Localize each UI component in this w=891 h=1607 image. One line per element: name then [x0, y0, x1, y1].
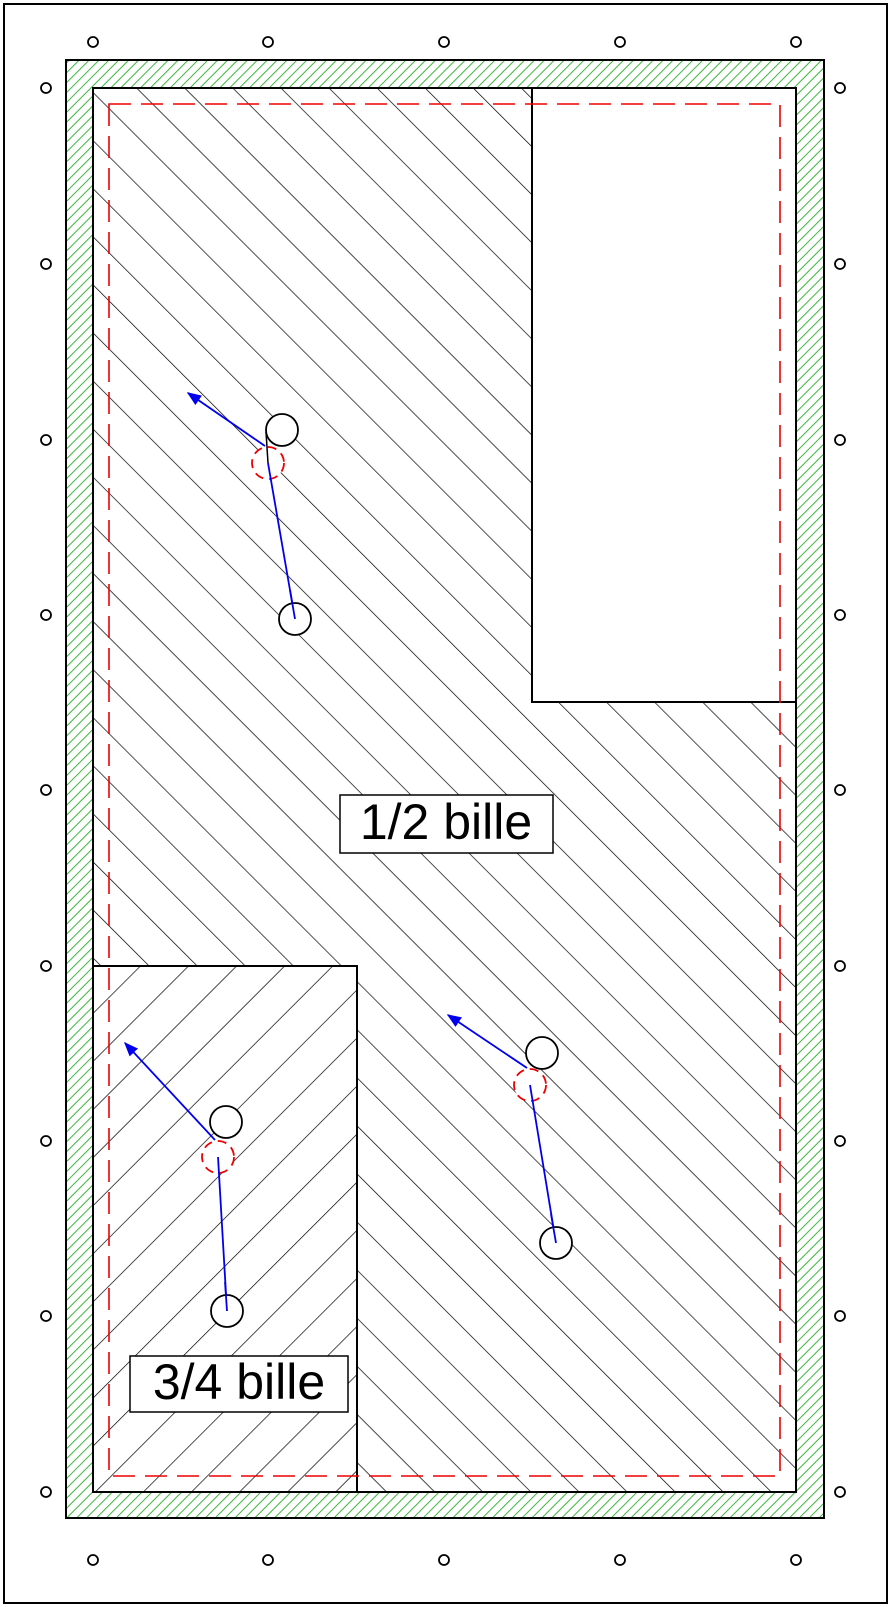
ball-center-limit	[108, 103, 781, 1477]
diamonds	[40, 36, 846, 1566]
empty-zone	[531, 87, 797, 703]
zone-label: 1/2 bille	[360, 794, 532, 850]
shot-1	[186, 392, 312, 636]
zone-label: 3/4 bille	[153, 1354, 325, 1410]
shot-2	[446, 1014, 573, 1260]
shot-3	[124, 1041, 244, 1328]
three-quarter-zone	[92, 965, 358, 1493]
label-box	[339, 794, 554, 854]
label-box	[129, 1355, 349, 1413]
